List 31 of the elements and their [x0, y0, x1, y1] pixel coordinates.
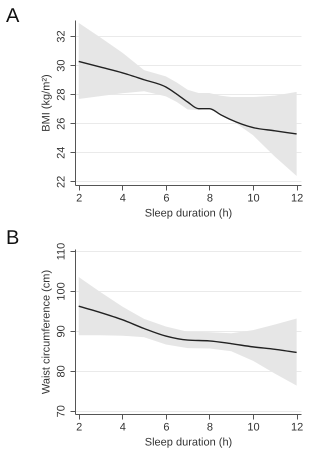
- y-axis-title: BMI (kg/m²): [40, 74, 52, 132]
- x-tick-label: 8: [206, 422, 214, 434]
- y-tick-label: 22: [56, 176, 68, 188]
- y-tick-label: 70: [56, 405, 68, 418]
- x-tick-label: 4: [120, 422, 126, 434]
- x-tick-label: 12: [291, 422, 304, 434]
- y-tick-label: 80: [56, 365, 68, 378]
- x-axis-title: Sleep duration (h): [144, 208, 232, 220]
- y-tick-label: 30: [56, 59, 68, 72]
- y-tick-label: 24: [56, 146, 68, 159]
- y-tick-label: 110: [56, 242, 68, 260]
- x-tick-label: 12: [291, 192, 304, 204]
- x-tick-label: 10: [247, 192, 260, 204]
- x-tick-label: 2: [76, 192, 82, 204]
- y-tick-label: 90: [56, 325, 68, 338]
- chart-title: A: [6, 5, 20, 27]
- x-tick-label: 2: [76, 422, 82, 434]
- line-series: [78, 305, 298, 354]
- x-tick-label: 8: [206, 192, 214, 204]
- x-tick-label: 10: [247, 422, 260, 434]
- x-axis-title: Sleep duration (h): [144, 436, 232, 448]
- y-tick-label: 26: [56, 118, 68, 130]
- y-tick-label: 100: [56, 282, 68, 301]
- y-tick-label: 32: [56, 30, 68, 43]
- x-tick-label: 6: [163, 192, 170, 204]
- x-tick-label: 6: [163, 422, 170, 434]
- line-series: [78, 60, 298, 135]
- y-tick-label: 28: [56, 88, 68, 101]
- y-axis-title: Waist circumference (cm): [40, 270, 52, 394]
- chart-title: B: [6, 227, 20, 250]
- x-tick-label: 4: [120, 192, 126, 204]
